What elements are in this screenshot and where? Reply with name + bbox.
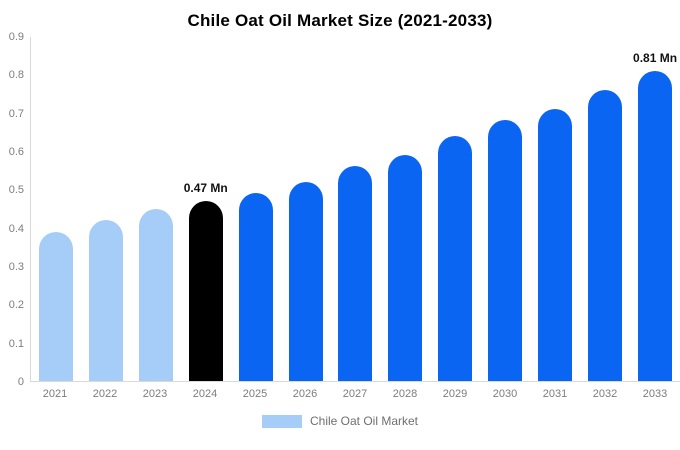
x-tick-label-2021: 2021	[42, 388, 68, 400]
bar-column-2027	[331, 37, 381, 381]
x-tick-label-2027: 2027	[342, 388, 368, 400]
x-tick-label-2026: 2026	[292, 388, 318, 400]
x-tick-label-2030: 2030	[492, 388, 518, 400]
x-tick-label-2025: 2025	[242, 388, 268, 400]
y-tick-label: 0.9	[8, 31, 24, 43]
y-tick-label: 0.3	[8, 261, 24, 273]
bar-2032	[588, 89, 623, 381]
legend: Chile Oat Oil Market	[0, 414, 680, 428]
legend-swatch	[261, 414, 302, 428]
y-tick-label: 0.4	[8, 222, 24, 235]
chart-title: Chile Oat Oil Market Size (2021-2033)	[187, 11, 493, 30]
bar-column-2032	[580, 37, 630, 381]
x-tick-label-2023: 2023	[142, 388, 168, 400]
x-tick-label-2024: 2024	[192, 388, 218, 400]
plot-row: 0 0.1 0.2 0.3 0.4 0.5 0.6 0.7 0.8 0.9 0.47 Mn 0.81…	[0, 31, 680, 388]
x-tick-label-2029: 2029	[442, 388, 468, 400]
y-tick-label: 0.5	[8, 184, 24, 197]
bar-2022	[88, 220, 123, 381]
y-tick-label: 0.6	[8, 146, 24, 158]
y-tick-label: 0.7	[8, 107, 24, 120]
y-tick-label: 0.8	[8, 69, 24, 82]
bar-2030	[488, 120, 523, 381]
bar-column-2031	[530, 37, 580, 381]
bar-2033	[638, 70, 673, 381]
bar-column-2024: 0.47 Mn	[181, 37, 231, 381]
y-tick-label: 0.1	[8, 337, 24, 350]
x-tick-label-2022: 2022	[92, 388, 118, 400]
bar-column-2033: 0.81 Mn	[630, 37, 680, 381]
y-tick-label: 0	[17, 376, 24, 388]
bar-2028	[388, 154, 423, 381]
bars-row: 0.47 Mn 0.81 Mn	[31, 37, 680, 381]
bar-column-2026	[281, 37, 331, 381]
bar-column-2021	[31, 37, 81, 381]
plot-area: 0.47 Mn 0.81 Mn	[30, 37, 680, 382]
bar-value-label-2024: 0.47 Mn	[183, 180, 228, 195]
bar-column-2025	[231, 37, 281, 381]
y-tick-label: 0.2	[8, 299, 24, 312]
bar-2025	[238, 193, 273, 381]
bar-2026	[288, 181, 323, 381]
x-tick-label-2032: 2032	[592, 388, 618, 400]
x-axis: 2021 2022 2023 2024 2025 2026 2027 2028 2029 2030…	[30, 382, 680, 400]
bar-column-2029	[430, 37, 480, 381]
bar-value-label-2033: 0.81 Mn	[633, 50, 678, 65]
bar-2021	[38, 231, 73, 381]
bar-2023	[138, 208, 173, 381]
y-axis: 0 0.1 0.2 0.3 0.4 0.5 0.6 0.7 0.8 0.9	[0, 31, 30, 388]
legend-label: Chile Oat Oil Market	[309, 414, 419, 428]
bar-column-2022	[81, 37, 131, 381]
x-tick-label-2031: 2031	[542, 388, 568, 400]
x-tick-label-2028: 2028	[392, 388, 418, 400]
bar-2024	[188, 200, 223, 381]
x-tick-label-2033: 2033	[642, 388, 668, 400]
bar-2029	[438, 135, 473, 381]
bar-column-2030	[480, 37, 530, 381]
bar-2027	[338, 166, 373, 381]
bar-column-2028	[380, 37, 430, 381]
bar-column-2023	[131, 37, 181, 381]
bar-2031	[538, 108, 573, 381]
